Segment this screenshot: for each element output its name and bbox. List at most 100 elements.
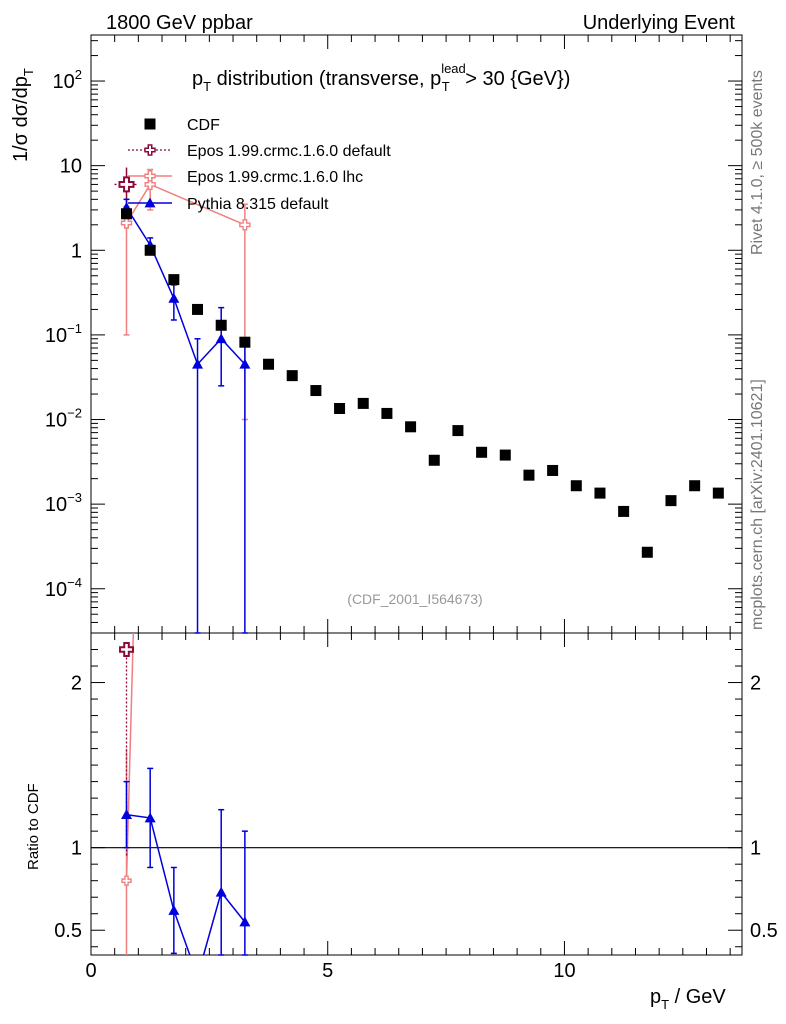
y-tick-base: 10: [60, 156, 82, 178]
cdf-point: [547, 464, 559, 476]
pythia-ratio-point: [168, 904, 180, 915]
cdf-point: [452, 425, 464, 437]
cdf-point: [381, 407, 393, 419]
y-tick-label: 10−2: [45, 406, 82, 432]
data-marks-layer: [114, 167, 724, 956]
legend-label: Epos 1.99.crmc.1.6.0 default: [187, 143, 391, 160]
analysis-watermark: (CDF_2001_I564673): [347, 591, 482, 607]
cdf-point: [689, 480, 701, 492]
ratio-tick-label-right: 2: [750, 673, 761, 695]
cdf-point: [239, 336, 251, 348]
y-tick-exponent: −3: [67, 490, 82, 505]
legend-cdf-marker: [144, 118, 156, 130]
rivet-label: Rivet 4.1.0, ≥ 500k events: [749, 70, 766, 255]
y-tick-label: 10−1: [45, 321, 82, 347]
chart-title: pT distribution (transverse, plead T > 30…: [192, 61, 570, 94]
y-tick-label: 102: [53, 67, 82, 93]
x-axis-label-p: p: [650, 986, 661, 1008]
cdf-point: [192, 303, 204, 315]
cdf-point: [310, 385, 322, 397]
cdf-point: [618, 505, 630, 517]
legend-pythia-marker: [144, 197, 156, 208]
y-tick-label: 10: [60, 156, 82, 178]
y-axis-label-main: 1/σ dσ/dp: [10, 76, 32, 162]
y-axis-label: 1/σ dσ/dpT: [10, 68, 36, 162]
ratio-plot-frame: [90, 632, 743, 956]
pythia-ratio-point: [215, 886, 227, 897]
x-axis-label-sub: T: [661, 997, 669, 1012]
y-tick-base: 10: [45, 325, 67, 347]
legend-label: Epos 1.99.crmc.1.6.0 lhc: [187, 169, 363, 186]
legend-epos-lhc-marker: [144, 170, 156, 182]
title-cut: > 30 {GeV}): [460, 68, 571, 90]
y-tick-exponent: 2: [75, 67, 82, 82]
legend-epos-default-marker: [144, 144, 156, 156]
x-axis-label: pT / GeV: [650, 986, 726, 1012]
x-tick-label: 5: [322, 960, 333, 982]
y-tick-label: 10−4: [45, 575, 82, 601]
ratio-tick-label-right: 1: [750, 838, 761, 860]
epos-lhc-ratio-point: [121, 875, 132, 886]
y-tick-label: 10−3: [45, 490, 82, 516]
cdf-point: [594, 487, 606, 499]
pythia-ratio-line: [126, 813, 246, 956]
ratio-tick-label-left: 1: [71, 838, 82, 860]
epos-lhc-point: [144, 178, 156, 191]
cdf-point: [712, 487, 724, 499]
y-tick-label: 1: [71, 240, 82, 262]
cdf-point: [405, 421, 417, 433]
cdf-point: [570, 480, 582, 492]
ratio-tick-label-right: 0.5: [750, 920, 778, 942]
epos-lhc-point: [120, 217, 133, 229]
cdf-point: [286, 370, 298, 382]
header-right-label: Underlying Event: [583, 12, 736, 34]
pythia-line: [125, 207, 246, 366]
epos-lhc-ratio-line: [125, 632, 135, 881]
y-tick-exponent: −1: [67, 321, 82, 336]
title-p2: p: [430, 68, 441, 90]
pythia-point: [215, 333, 227, 344]
pythia-point: [192, 358, 204, 369]
ratio-y-axis-label: Ratio to CDF: [25, 783, 42, 870]
cdf-point: [476, 446, 488, 458]
y-tick-exponent: −2: [67, 406, 82, 421]
y-tick-exponent: −4: [67, 575, 82, 590]
y-axis-label-sub: T: [21, 68, 36, 76]
epos-default-ratio-point: [119, 642, 135, 658]
y-tick-base: 1: [71, 240, 82, 262]
title-text: distribution (transverse,: [211, 68, 430, 90]
cdf-point: [641, 546, 653, 558]
cdf-point: [428, 454, 440, 466]
cdf-point: [215, 319, 227, 331]
cdf-point: [665, 495, 677, 507]
ratio-tick-label-left: 2: [71, 673, 82, 695]
x-tick-label: 10: [553, 960, 575, 982]
pythia-point: [168, 292, 180, 303]
cdf-point: [121, 208, 133, 220]
cdf-point: [499, 449, 511, 461]
header-left-label: 1800 GeV ppbar: [106, 12, 253, 34]
cdf-point: [357, 397, 369, 409]
legend: CDF Epos 1.99.crmc.1.6.0 default Epos 1.99…: [128, 117, 391, 213]
title-sub-t: T: [203, 79, 211, 94]
cdf-point: [334, 402, 346, 414]
pythia-ratio-point: [144, 812, 156, 823]
pythia-ratio-point: [121, 809, 133, 820]
pythia-ratio-point: [239, 916, 251, 927]
y-tick-base: 10: [45, 494, 67, 516]
y-tick-base: 10: [53, 71, 75, 93]
legend-label: CDF: [187, 117, 220, 134]
y-tick-base: 10: [45, 410, 67, 432]
title-p: p: [192, 68, 203, 90]
legend-label: Pythia 8.315 default: [187, 196, 329, 213]
cdf-point: [168, 274, 180, 286]
title-sup-lead: lead: [441, 61, 466, 76]
title-sub-t2: T: [442, 79, 450, 94]
pythia-point: [239, 358, 251, 369]
y-tick-base: 10: [45, 579, 67, 601]
epos-lhc-point: [239, 219, 251, 231]
ratio-tick-label-left: 0.5: [54, 920, 82, 942]
cdf-point: [523, 469, 535, 481]
